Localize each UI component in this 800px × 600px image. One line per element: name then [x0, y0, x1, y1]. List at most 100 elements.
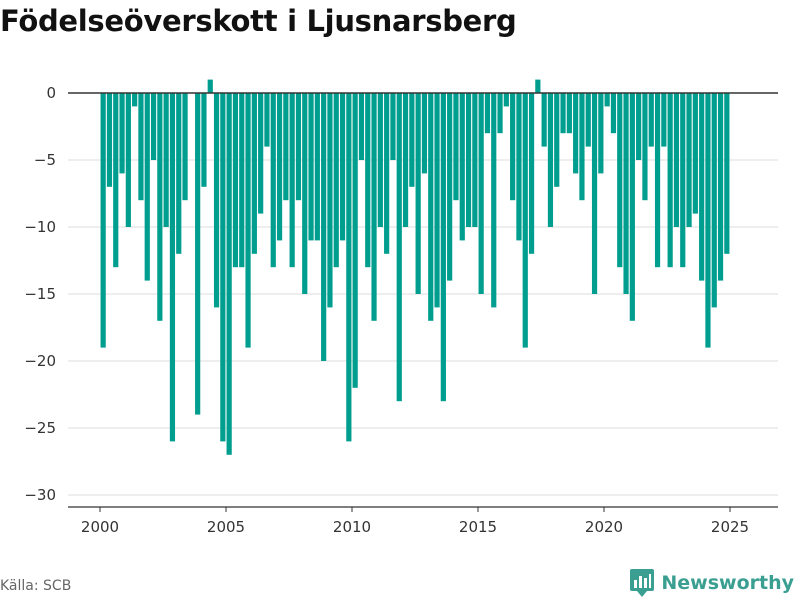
bar: [528, 93, 535, 254]
bar: [327, 93, 333, 308]
bar: [673, 93, 680, 227]
bar: [724, 93, 730, 254]
bar: [667, 93, 673, 268]
bar: [283, 93, 289, 201]
bar: [428, 93, 434, 321]
bar: [264, 93, 270, 147]
bar: [302, 93, 308, 294]
bar: [314, 93, 320, 241]
bar: [648, 93, 654, 147]
bar: [100, 93, 106, 348]
bar: [566, 93, 572, 134]
bar: [636, 93, 642, 160]
bar: [692, 93, 698, 214]
bar: [497, 93, 503, 134]
bar: [239, 93, 245, 268]
chart-title: Födelseöverskott i Ljusnarsberg: [0, 4, 517, 38]
bar: [661, 93, 667, 147]
bar: [585, 93, 591, 147]
bar: [491, 93, 497, 308]
bar: [365, 93, 371, 268]
bar: [579, 93, 585, 201]
bar: [699, 93, 705, 281]
bar: [251, 93, 257, 254]
bar: [157, 93, 163, 321]
bar: [547, 93, 554, 227]
x-axis-ticks: 2000 2005 2010 2015 2020 2025: [81, 507, 749, 536]
bar: [503, 93, 509, 107]
bar: [717, 93, 724, 281]
bar: [220, 93, 226, 442]
bar: [358, 93, 365, 160]
x-tick-label: 2015: [459, 518, 497, 536]
y-tick-label: −30: [24, 486, 56, 504]
bar: [321, 93, 327, 361]
y-tick-label: −5: [34, 151, 56, 169]
bar: [447, 93, 453, 281]
bar: [106, 93, 113, 187]
bar: [434, 93, 440, 308]
bar: [207, 79, 213, 93]
bar: [201, 93, 207, 187]
bar: [573, 93, 579, 174]
x-tick-label: 2025: [711, 518, 749, 536]
y-tick-label: −20: [24, 352, 56, 370]
bar: [402, 93, 409, 227]
bar: [516, 93, 522, 241]
bar: [289, 93, 295, 268]
bar: [541, 93, 547, 147]
bar: [623, 93, 629, 294]
bar: [144, 93, 150, 281]
bar: [125, 93, 131, 227]
y-tick-label: −15: [24, 285, 56, 303]
bar: [629, 93, 635, 321]
bar: [371, 93, 377, 321]
bar: [610, 93, 617, 134]
bar: [604, 93, 610, 107]
x-tick-label: 2010: [333, 518, 371, 536]
x-tick-label: 2000: [81, 518, 119, 536]
brand-logo: Newsworthy: [629, 568, 794, 598]
bar: [352, 93, 358, 388]
bar: [384, 93, 390, 254]
bar: [478, 93, 484, 294]
bar: [705, 93, 711, 348]
bars: [100, 79, 730, 455]
bar: [510, 93, 516, 201]
bar: [138, 93, 144, 201]
bar: [132, 93, 138, 107]
bar: [119, 93, 125, 174]
bar: [535, 79, 541, 93]
bar: [560, 93, 566, 134]
bar: [308, 93, 314, 241]
x-tick-label: 2020: [585, 518, 623, 536]
bar: [522, 93, 528, 348]
bar: [346, 93, 352, 442]
bar: [642, 93, 648, 201]
bar: [163, 93, 169, 227]
bar: [396, 93, 402, 402]
source-note: Källa: SCB: [0, 578, 72, 594]
bar: [226, 93, 232, 455]
bar: [232, 93, 239, 268]
bar: [245, 93, 251, 348]
bar: [258, 93, 264, 214]
bar: [270, 93, 276, 268]
bar: [390, 93, 396, 160]
bar: [680, 93, 686, 268]
y-tick-label: −10: [24, 218, 56, 236]
bar: [339, 93, 346, 241]
bar: [711, 93, 717, 308]
bar: [591, 93, 598, 294]
bar: [150, 93, 157, 160]
newsworthy-logo-icon: [630, 569, 655, 597]
brand-name: Newsworthy: [661, 572, 794, 594]
bar: [415, 93, 421, 294]
x-tick-label: 2005: [207, 518, 245, 536]
bar: [195, 93, 201, 415]
bar: [176, 93, 182, 254]
bar: [617, 93, 623, 268]
bar: [453, 93, 459, 201]
bar: [459, 93, 465, 241]
bar: [333, 93, 339, 268]
